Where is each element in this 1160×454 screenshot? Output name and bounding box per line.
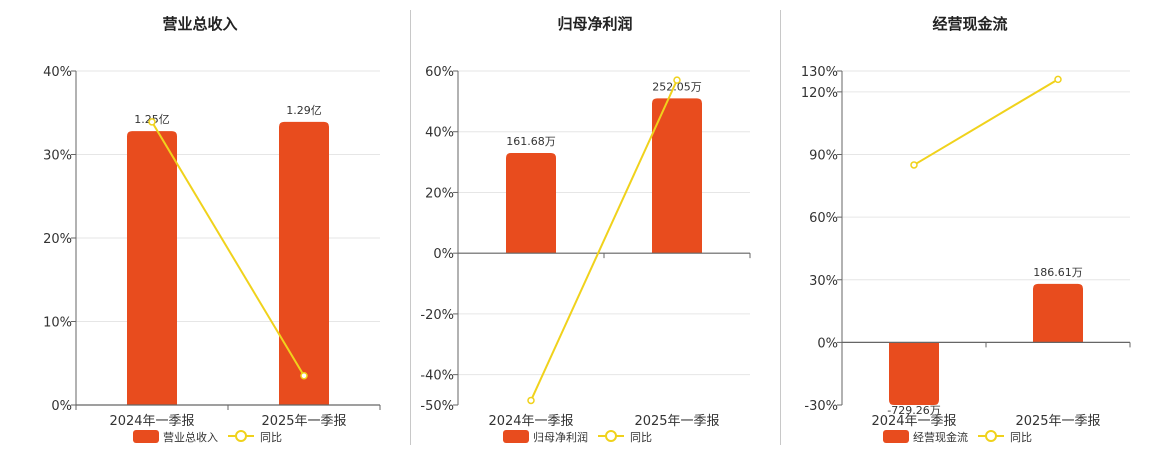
bar — [506, 152, 556, 254]
y-tick-label: -20% — [420, 308, 454, 323]
legend-line-marker — [985, 430, 997, 442]
yoy-point — [910, 161, 918, 169]
y-tick-label: 0% — [817, 336, 838, 351]
chart-cash-flow: -30% 0% 30% 60% 90% 120% 130% -729.26万 186.61万 20… — [801, 65, 1131, 444]
x-tick-label: 2025年一季报 — [261, 414, 346, 429]
legend-bar-label: 营业总收入 — [163, 430, 218, 444]
y-tick-label: -30% — [804, 399, 838, 414]
y-tick-label: 40% — [43, 65, 72, 80]
x-tick-label: 2024年一季报 — [109, 414, 194, 429]
y-tick-label: -40% — [420, 369, 454, 384]
y-tick-label: 60% — [809, 211, 838, 226]
bar-data-label: 186.61万 — [1033, 266, 1083, 279]
y-tick-label: 120% — [801, 86, 838, 101]
legend-bar-swatch — [503, 430, 529, 443]
y-tick-label: 90% — [809, 149, 838, 164]
y-tick-label: 0% — [51, 399, 72, 414]
x-tick-label: 2024年一季报 — [871, 414, 956, 429]
chart-panel-cash-flow: 经营现金流 -30% 0% 30% 60% 90% 120% 130% -729.26万 186… — [780, 0, 1160, 450]
yoy-point — [527, 396, 535, 405]
y-tick-label: 20% — [43, 232, 72, 247]
chart-title: 归母净利润 — [557, 15, 633, 33]
chart-title: 营业总收入 — [162, 15, 238, 33]
yoy-point — [1054, 75, 1062, 84]
y-tick-label: 40% — [425, 126, 454, 141]
y-tick-label: 0% — [433, 247, 454, 262]
y-tick-label: 20% — [425, 186, 454, 201]
y-tick-label: 130% — [801, 65, 838, 80]
legend-line-label: 同比 — [1010, 431, 1032, 444]
y-tick-label: 30% — [43, 149, 72, 164]
bar — [889, 342, 939, 405]
bar-data-label: 1.29亿 — [286, 104, 322, 117]
bar-data-label: 161.68万 — [506, 135, 556, 148]
x-tick-label: 2025年一季报 — [1015, 414, 1100, 429]
legend-line-marker — [235, 430, 247, 442]
bar-data-label: 252.05万 — [652, 80, 702, 93]
panel-divider — [410, 10, 411, 445]
panel-divider — [780, 10, 781, 445]
chart-net-profit: -50% -40% -20% 0% 20% 40% 60% 161.68万 252.05万 202… — [420, 65, 751, 444]
yoy-point — [148, 118, 156, 126]
y-tick-label: 30% — [809, 274, 838, 289]
y-tick-label: 10% — [43, 316, 72, 331]
bar — [127, 131, 177, 405]
chart-panel-net-profit: 归母净利润 -50% -40% -20% 0% 20% 40% 60% 161.68万 252.… — [410, 0, 780, 450]
bar — [652, 98, 702, 254]
yoy-point — [300, 372, 308, 380]
legend-line-label: 同比 — [630, 431, 652, 444]
legend-bar-swatch — [133, 430, 159, 443]
legend-bar-label: 归母净利润 — [533, 430, 588, 444]
x-tick-label: 2025年一季报 — [634, 414, 719, 429]
yoy-point — [673, 76, 681, 84]
chart-title: 经营现金流 — [932, 15, 1008, 33]
legend-bar-swatch — [883, 430, 909, 443]
bar — [1033, 283, 1083, 343]
y-tick-label: -50% — [420, 399, 454, 414]
legend-line-label: 同比 — [260, 431, 282, 444]
yoy-line — [151, 121, 305, 377]
bar — [279, 121, 329, 405]
bar-data-label: -729.26万 — [887, 404, 940, 417]
legend-bar-label: 经营现金流 — [913, 430, 968, 444]
yoy-line — [530, 79, 678, 401]
chart-revenue: 0%10%20%30%40%1.25亿1.29亿2024年一季报2025年一季报… — [43, 65, 381, 444]
chart-panel-revenue: 营业总收入 0%10%20%30%40%1.25亿1.29亿2024年一季报20… — [0, 0, 400, 450]
x-tick-label: 2024年一季报 — [488, 414, 573, 429]
yoy-line — [913, 78, 1059, 166]
legend-line-marker — [605, 430, 617, 442]
y-tick-label: 60% — [425, 65, 454, 80]
